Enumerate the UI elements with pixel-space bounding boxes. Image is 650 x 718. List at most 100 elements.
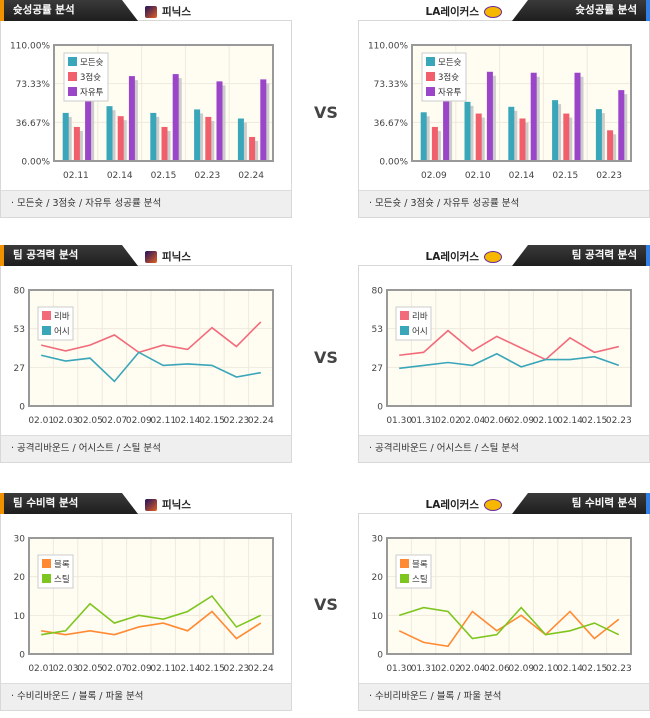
legend-swatch — [68, 72, 77, 81]
chart-svg: 027538002.0102.0302.0502.0702.0902.1102.… — [14, 287, 274, 426]
x-tick-label: 02.02 — [435, 416, 461, 426]
y-tick-label: 0 — [377, 651, 383, 661]
x-tick-label: 02.05 — [77, 416, 103, 426]
legend-swatch — [42, 559, 51, 568]
bar-모든슛 — [464, 101, 471, 161]
bar-모든슛 — [420, 112, 427, 161]
panel-left: · 공격리바운드 / 어시스트 / 스틸 분석 팀 공격력 분석 피닉스 0 27 5… — [0, 245, 292, 465]
bar-모든슛 — [194, 109, 201, 161]
panel-left: · 모든슛 / 3점슛 / 자유투 성공률 분석 슛성공률 분석 피닉스 0.00… — [0, 0, 292, 220]
x-tick-label: 02.14 — [107, 171, 133, 181]
x-tick-label: 02.09 — [421, 171, 447, 181]
plot-border — [411, 44, 632, 162]
team-name: 피닉스 — [162, 6, 191, 18]
legend-swatch — [42, 311, 51, 320]
x-tick-label: 02.15 — [582, 416, 608, 426]
x-tick-label: 02.11 — [63, 171, 89, 181]
bar-자유투 — [530, 72, 537, 161]
x-tick-label: 02.09 — [508, 664, 534, 674]
bar-3점슛 — [117, 116, 124, 161]
line-스틸 — [398, 606, 620, 640]
footer-text: 수비리바운드 / 블록 / 파울 분석 — [375, 691, 502, 702]
panel-right: · 모든슛 / 3점슛 / 자유투 성공률 분석 슛성공률 분석 LA레이커스 0… — [358, 0, 650, 220]
plot-border — [28, 289, 274, 407]
legend-label: 자유투 — [438, 88, 462, 98]
bar-3점슛 — [519, 118, 526, 161]
y-tick-label: 30 — [14, 535, 26, 545]
team-label: 피닉스 — [145, 4, 191, 19]
x-tick-label: 02.15 — [199, 416, 225, 426]
x-tick-label: 02.01 — [28, 664, 54, 674]
bar-모든슛 — [237, 118, 244, 161]
chart-svg: 0.00% 36.67% 73.33% 110.00% 02.09 02.10 02.14 0… — [368, 42, 632, 181]
line-어시 — [399, 352, 620, 370]
y-tick-label: 0 — [19, 403, 25, 413]
chart-footer: · 수비리바운드 / 블록 / 파울 분석 — [1, 683, 291, 710]
legend-swatch — [42, 326, 51, 335]
footer-text: 수비리바운드 / 블록 / 파울 분석 — [17, 691, 144, 702]
bar-모든슛 — [552, 100, 559, 161]
y-tick-label: 30 — [372, 535, 384, 545]
bar-3점슛 — [249, 136, 256, 161]
bar-모든슛 — [62, 112, 69, 161]
legend-label: 어시 — [412, 326, 428, 337]
line-스틸 — [41, 594, 262, 636]
x-tick-label: 02.04 — [460, 664, 486, 674]
x-tick-label: 02.23 — [224, 416, 250, 426]
x-tick-label: 02.09 — [508, 416, 534, 426]
bar-자유투 — [443, 95, 450, 161]
x-tick-label: 02.07 — [102, 416, 128, 426]
team-label: 피닉스 — [145, 249, 191, 264]
section-tab[interactable]: 팀 수비력 분석 — [0, 493, 138, 514]
x-tick-label: 02.05 — [77, 664, 103, 674]
chart-footer: · 모든슛 / 3점슛 / 자유투 성공률 분석 — [1, 190, 291, 217]
legend-swatch — [68, 87, 77, 96]
bar-모든슛 — [150, 112, 157, 161]
bar-자유투 — [574, 72, 581, 161]
legend-swatch — [400, 559, 409, 568]
legend-label: 자유투 — [80, 88, 104, 98]
x-tick-label: 02.14 — [175, 664, 201, 674]
section-tab[interactable]: 슛성공률 분석 — [0, 0, 138, 21]
footer-text: 공격리바운드 / 어시스트 / 스틸 분석 — [375, 443, 519, 454]
x-tick-label: 02.23 — [194, 171, 220, 181]
legend-label: 리바 — [412, 311, 428, 322]
x-tick-label: 02.06 — [484, 416, 510, 426]
bar-3점슛 — [161, 126, 168, 161]
chart-footer: · 공격리바운드 / 어시스트 / 스틸 분석 — [359, 435, 649, 462]
y-tick-label: 10 — [14, 612, 26, 622]
footer-text: 공격리바운드 / 어시스트 / 스틸 분석 — [17, 443, 161, 454]
section-tab[interactable]: 팀 공격력 분석 — [0, 245, 138, 266]
legend-swatch — [42, 574, 51, 583]
plot-border — [53, 44, 274, 162]
team-name: LA레이커스 — [425, 251, 479, 263]
x-tick-label: 02.14 — [175, 416, 201, 426]
x-tick-label: 02.15 — [199, 664, 225, 674]
legend-label: 스틸 — [54, 575, 70, 585]
suns-logo-icon — [145, 250, 157, 263]
section-tab[interactable]: 팀 수비력 분석 — [512, 493, 650, 514]
x-tick-label: 02.23 — [606, 664, 632, 674]
x-tick-label: 02.03 — [53, 416, 79, 426]
section-tab[interactable]: 슛성공률 분석 — [512, 0, 650, 21]
x-tick-label: 02.11 — [150, 664, 176, 674]
panel-right: · 공격리바운드 / 어시스트 / 스틸 분석 팀 공격력 분석 LA레이커스 0… — [358, 245, 650, 465]
bar-모든슛 — [106, 106, 113, 161]
x-tick-label: 02.24 — [248, 416, 274, 426]
y-tick-label: 36.67% — [16, 119, 51, 129]
x-tick-label: 01.31 — [411, 664, 437, 674]
y-tick-label: 73.33% — [16, 80, 51, 90]
bar-shadow — [598, 113, 605, 161]
legend-swatch — [400, 326, 409, 335]
legend-label: 3점슛 — [80, 72, 101, 83]
team-label: LA레이커스 — [426, 497, 502, 512]
section-tab[interactable]: 팀 공격력 분석 — [512, 245, 650, 266]
y-tick-label: 10 — [372, 612, 384, 622]
y-tick-label: 73.33% — [374, 80, 409, 90]
x-tick-label: 02.03 — [53, 664, 79, 674]
chart-svg: 027538001.3001.3102.0202.0402.0602.0902.… — [372, 287, 632, 426]
line-어시 — [41, 351, 261, 383]
